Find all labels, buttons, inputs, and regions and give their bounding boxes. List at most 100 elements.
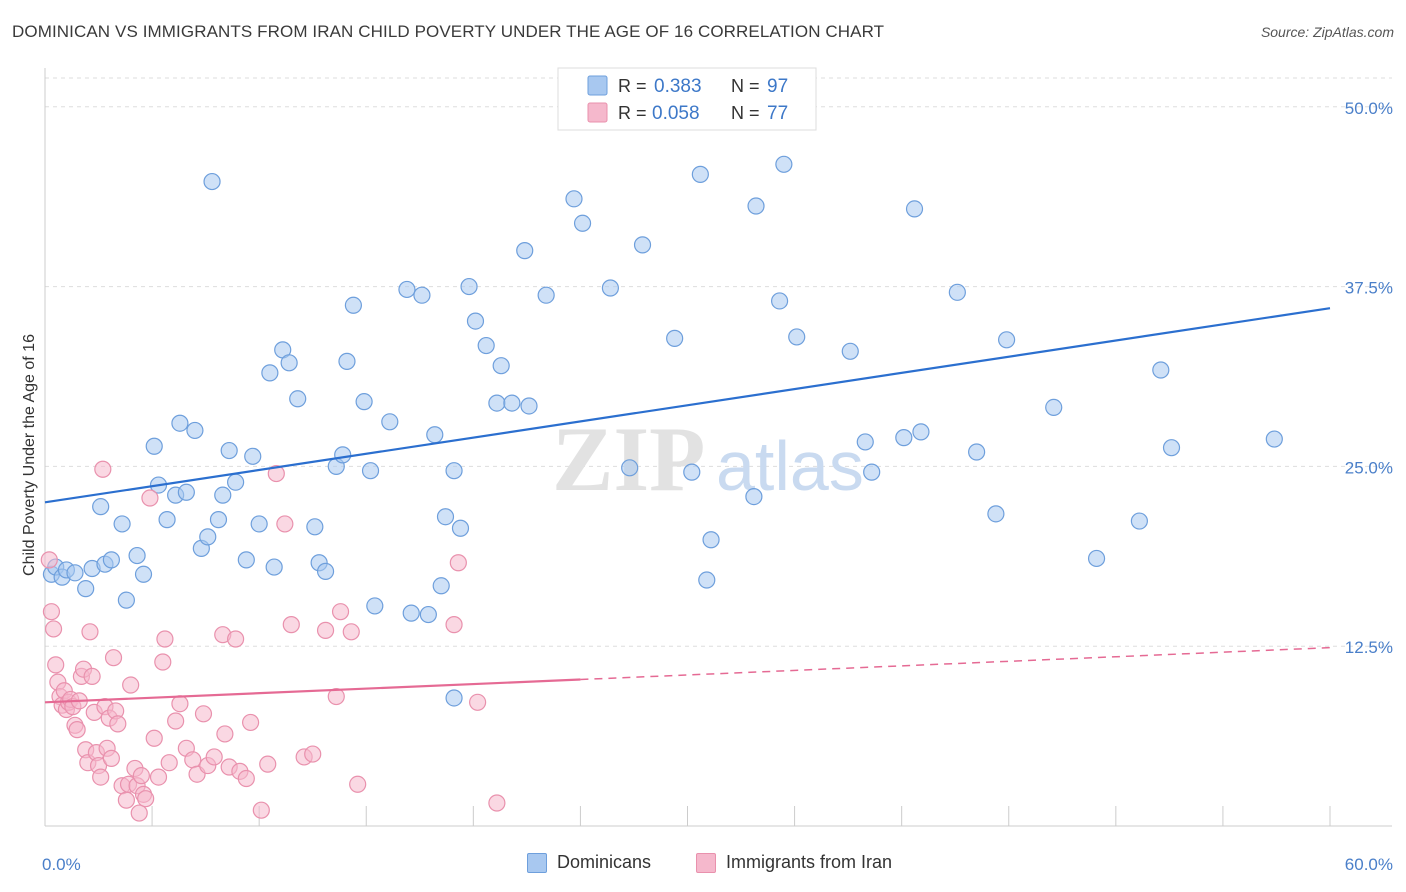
- iran-point: [171, 695, 189, 713]
- dominicans-point: [488, 394, 506, 412]
- dominicans-point: [77, 580, 95, 598]
- source-label: Source: ZipAtlas.com: [1260, 24, 1394, 40]
- axes: [44, 68, 1392, 827]
- x-tick-label-max: 60.0%: [1345, 855, 1393, 874]
- legend-n-value-1: 97: [767, 76, 788, 97]
- legend-label-iran: Immigrants from Iran: [726, 852, 893, 872]
- iran-point: [130, 804, 148, 822]
- dominicans-point: [683, 463, 701, 481]
- dominicans-point: [220, 441, 238, 460]
- dominicans-point: [573, 214, 592, 232]
- dominicans-point: [92, 498, 110, 516]
- dominicans-point: [770, 292, 789, 310]
- watermark-atlas: atlas: [716, 427, 864, 505]
- dominicans-point: [492, 357, 510, 375]
- dominicans-point: [227, 473, 245, 491]
- dominicans-point: [520, 397, 538, 415]
- dominicans-point: [426, 426, 444, 444]
- legend-n-value-2: 77: [767, 103, 788, 124]
- y-tick-label: 12.5%: [1345, 638, 1393, 657]
- legend-n-label-2: N =: [731, 103, 760, 123]
- dominicans-point: [451, 519, 470, 537]
- iran-point: [252, 801, 270, 819]
- iran-point: [160, 754, 178, 772]
- iran-point: [145, 729, 163, 747]
- y-axis-label: Child Poverty Under the Age of 16: [21, 334, 38, 576]
- iran-trend-line-dashed: [580, 646, 1331, 681]
- dominicans-point: [413, 286, 431, 304]
- iran-point: [327, 687, 345, 706]
- dominicans-point: [306, 518, 324, 536]
- dominicans-point: [280, 354, 298, 372]
- dominicans-point: [102, 551, 120, 569]
- x-tick-label-min: 0.0%: [42, 855, 81, 874]
- dominicans-point: [1130, 512, 1148, 530]
- iran-point: [40, 551, 58, 569]
- legend-r-value-1: 0.383: [654, 76, 702, 97]
- dominicans-point: [565, 190, 583, 208]
- dominicans-point: [1087, 549, 1106, 568]
- dominicans-point: [265, 558, 283, 576]
- legend-label-dominicans: Dominicans: [557, 852, 652, 872]
- iran-point: [242, 713, 260, 732]
- dominicans-point: [445, 689, 463, 707]
- iran-point: [216, 725, 234, 743]
- iran-point: [304, 745, 322, 763]
- dominicans-point: [987, 505, 1005, 523]
- dominicans-point: [237, 551, 255, 569]
- dominicans-point: [334, 446, 352, 464]
- dominicans-point: [841, 342, 859, 360]
- legend-swatch-dominicans: [587, 75, 608, 96]
- dominicans-point: [158, 511, 176, 529]
- dominicans-point: [788, 328, 806, 346]
- trend-lines: [44, 307, 1331, 704]
- dominicans-point: [666, 329, 684, 347]
- legend-item-dominicans: Dominicans: [527, 852, 651, 873]
- iran-point: [488, 794, 506, 812]
- y-tick-labels: 12.5% 25.0% 37.5% 50.0%: [1345, 99, 1393, 657]
- y-tick-label: 25.0%: [1345, 458, 1393, 477]
- iran-point: [237, 769, 255, 788]
- dominicans-point: [895, 429, 913, 447]
- dominicans-point: [998, 331, 1016, 349]
- watermark-zip: ZIP: [552, 408, 705, 510]
- dominicans-point: [445, 462, 463, 480]
- dominicans-point: [856, 433, 874, 451]
- iran-point: [47, 656, 65, 674]
- dominicans-point: [633, 236, 652, 254]
- iran-point: [141, 489, 159, 507]
- iran-point: [109, 715, 127, 733]
- dominicans-point: [601, 279, 620, 297]
- iran-point: [154, 653, 172, 671]
- iran-point: [184, 751, 202, 769]
- dominicans-point: [289, 390, 307, 408]
- legend-r-label-1: R =: [618, 76, 647, 96]
- dominicans-point: [503, 394, 521, 412]
- dominicans-point: [128, 546, 146, 565]
- dominicans-point: [466, 312, 485, 330]
- dominicans-point: [1265, 430, 1283, 448]
- dominicans-point: [398, 280, 416, 299]
- iran-point: [122, 676, 140, 694]
- dominicans-point: [186, 421, 204, 440]
- iran-point: [227, 630, 245, 648]
- iran-point: [102, 749, 120, 767]
- dominicans-point: [702, 531, 720, 549]
- iran-point: [92, 768, 110, 786]
- dominicans-point: [113, 515, 131, 533]
- iran-point: [104, 649, 123, 667]
- dominicans-point: [214, 486, 232, 504]
- dominicans-point: [402, 604, 420, 622]
- dominicans-point: [244, 447, 262, 465]
- dominicans-point: [477, 336, 495, 355]
- dominicans-point: [171, 414, 189, 432]
- dominicans-point: [209, 511, 228, 529]
- iran-point: [342, 623, 360, 641]
- iran-point: [94, 460, 112, 478]
- dominicans-point: [381, 413, 399, 431]
- dominicans-point: [516, 242, 534, 260]
- dominicans-point: [177, 483, 195, 501]
- dominicans-point: [419, 605, 437, 624]
- dominicans-point: [338, 352, 356, 370]
- dominicans-point: [261, 364, 279, 382]
